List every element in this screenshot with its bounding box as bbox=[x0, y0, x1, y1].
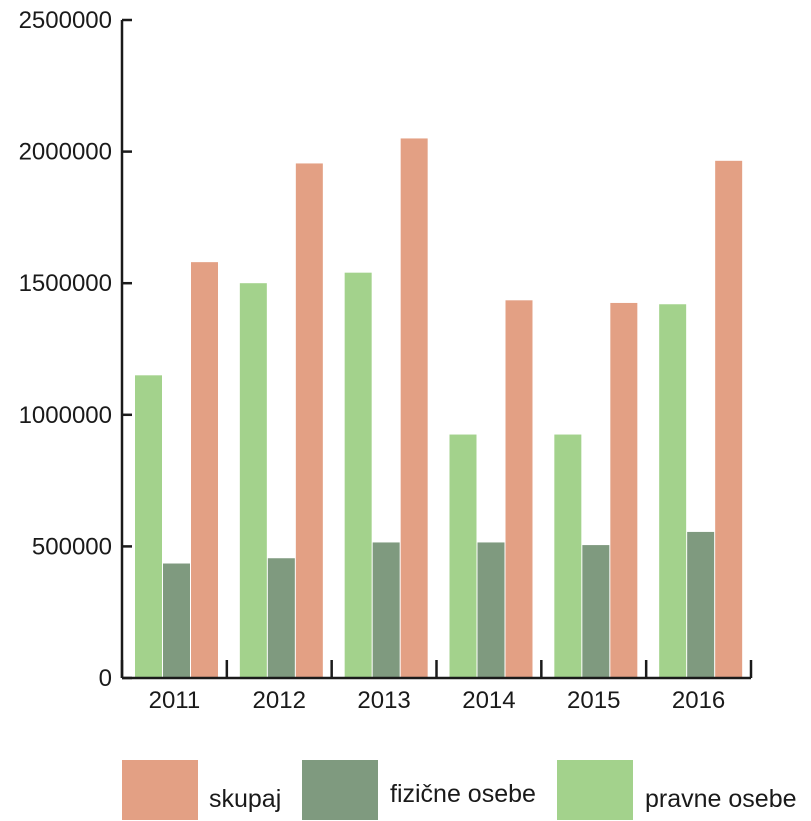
bar-fizine-osebe-2016 bbox=[687, 531, 715, 678]
y-tick-label: 2000000 bbox=[19, 139, 112, 166]
legend-label-pravne-osebe: pravne osebe bbox=[645, 785, 797, 813]
bar-fizine-osebe-2015 bbox=[582, 545, 610, 678]
legend-swatch-pravne-osebe bbox=[557, 760, 633, 820]
bar-fizine-osebe-2013 bbox=[372, 542, 400, 678]
legend-swatch-fizicne-osebe bbox=[302, 760, 378, 820]
y-tick-label: 500000 bbox=[32, 533, 112, 560]
x-tick-label: 2012 bbox=[253, 687, 306, 714]
bar-pravne-osebe-2015 bbox=[554, 434, 582, 678]
legend-swatch-skupaj bbox=[122, 760, 198, 820]
bar-skupaj-2015 bbox=[610, 302, 638, 678]
bar-pravne-osebe-2011 bbox=[135, 375, 162, 678]
bar-skupaj-2011 bbox=[191, 262, 218, 678]
x-tick-label: 2016 bbox=[672, 687, 725, 714]
x-tick-label: 2013 bbox=[357, 687, 410, 714]
bar-skupaj-2014 bbox=[505, 300, 533, 678]
bar-pravne-osebe-2013 bbox=[344, 272, 372, 678]
bar-chart: 0 500000 1000000 1500000 2000000 2500000 2011 2… bbox=[19, 7, 753, 714]
x-tick-label: 2015 bbox=[567, 687, 620, 714]
y-tick-label: 1000000 bbox=[19, 402, 112, 429]
bar-skupaj-2016 bbox=[715, 160, 743, 678]
bar-fizine-osebe-2014 bbox=[477, 542, 505, 678]
y-tick-label: 1500000 bbox=[19, 270, 112, 297]
bar-pravne-osebe-2014 bbox=[449, 434, 477, 678]
bar-pravne-osebe-2016 bbox=[659, 304, 687, 678]
legend-label-skupaj: skupaj bbox=[209, 785, 282, 813]
bar-fizine-osebe-2011 bbox=[163, 563, 190, 678]
x-tick-label: 2014 bbox=[462, 687, 515, 714]
bar-skupaj-2013 bbox=[400, 138, 428, 678]
y-tick-label: 2500000 bbox=[19, 7, 112, 34]
bar-fizine-osebe-2012 bbox=[267, 558, 295, 678]
legend-label-fizicne-osebe: fizične osebe bbox=[390, 780, 536, 808]
bar-pravne-osebe-2012 bbox=[239, 283, 267, 678]
bar-skupaj-2012 bbox=[295, 163, 323, 679]
y-tick-label: 0 bbox=[99, 665, 112, 692]
x-tick-label: 2011 bbox=[149, 687, 201, 714]
